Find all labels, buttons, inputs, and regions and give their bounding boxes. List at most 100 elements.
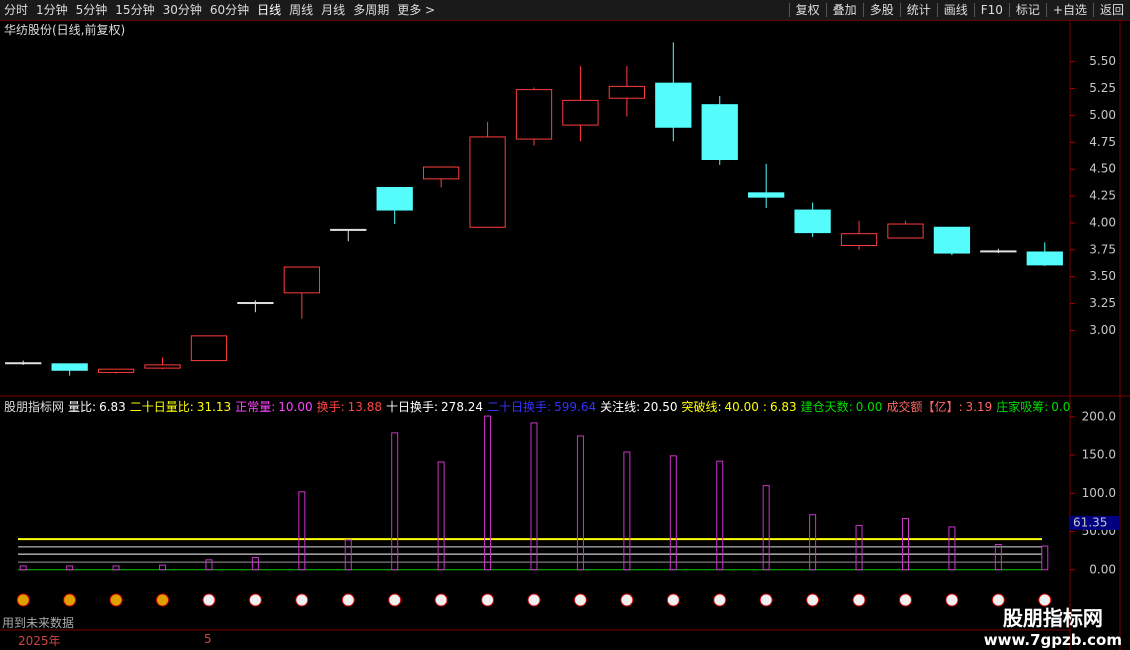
candle-body <box>330 228 367 231</box>
legend-label: 换手: <box>316 400 345 414</box>
turnover-bar <box>623 451 631 571</box>
legend-item: 正常量: 10.00 <box>235 400 312 414</box>
period-tab[interactable]: 更多 > <box>397 3 436 17</box>
turnover-bar <box>530 422 538 571</box>
toolbar-button[interactable]: 标记 <box>1008 3 1046 17</box>
candle-body <box>701 104 738 161</box>
candle-body <box>887 223 924 239</box>
period-tab[interactable]: 多周期 <box>353 3 390 17</box>
toolbar-button[interactable]: 统计 <box>899 3 937 17</box>
signal-icon <box>156 593 170 607</box>
candle-body <box>190 335 228 362</box>
turnover-bar <box>1041 545 1049 571</box>
legend-value: 6.83 <box>99 400 126 414</box>
candle-body <box>422 166 460 180</box>
toolbar-right: 复权 叠加 多股 统计 画线 F10 标记 +自选 返回 <box>788 0 1130 20</box>
signal-icon <box>852 593 866 607</box>
legend-value: 0.00 <box>855 400 883 414</box>
signal-icon <box>248 593 262 607</box>
toolbar-button[interactable]: 多股 <box>862 3 900 17</box>
signal-icon <box>666 593 680 607</box>
turnover-bar <box>205 559 213 571</box>
signal-icon <box>713 593 727 607</box>
candle-body <box>1026 251 1063 266</box>
period-tab[interactable]: 60分钟 <box>209 3 250 17</box>
signal-icon <box>388 593 402 607</box>
y-tick-label: 3.25 <box>1089 296 1116 310</box>
watermark-url: www.7gpzb.com <box>983 631 1122 649</box>
signal-icon <box>527 593 541 607</box>
period-tab[interactable]: 日线 <box>257 3 282 17</box>
month-label: 5 <box>204 632 212 646</box>
toolbar-button[interactable]: F10 <box>973 3 1009 17</box>
legend-label: 关注线: <box>600 400 641 414</box>
y-tick-label: 0.00 <box>1089 562 1116 576</box>
signal-icon <box>481 593 495 607</box>
signal-icon <box>202 593 216 607</box>
legend-value: 20.50 <box>643 400 678 414</box>
legend-item: :6.83 <box>763 400 797 414</box>
date-axis: 2025年 5 <box>0 632 1070 650</box>
signal-icon <box>573 593 587 607</box>
y-tick-label: 5.50 <box>1089 54 1116 68</box>
candle-body <box>980 250 1017 253</box>
turnover-bar <box>159 564 167 571</box>
signal-icon <box>341 593 355 607</box>
legend-value: 13.88 <box>347 400 382 414</box>
candle-body <box>562 99 599 126</box>
candle-body <box>933 226 971 254</box>
turnover-bar <box>298 491 306 571</box>
signal-icon <box>620 593 634 607</box>
footer-note: 用到未来数据 <box>2 616 75 630</box>
period-tab[interactable]: 5分钟 <box>75 3 108 17</box>
period-tab[interactable]: 分时 <box>4 3 29 17</box>
turnover-bar <box>66 565 74 571</box>
y-tick-label: 200.0 <box>1082 409 1116 423</box>
legend-label: 庄家吸筹: <box>996 400 1049 414</box>
signal-icon <box>295 593 309 607</box>
legend-item: 关注线: 20.50 <box>600 400 677 414</box>
y-tick-label: 100.0 <box>1082 486 1116 500</box>
cursor-box <box>1070 515 1120 530</box>
watermark-name: 股朋指标网 <box>1002 606 1103 630</box>
turnover-bar <box>19 565 27 571</box>
candle-body <box>51 363 88 371</box>
period-tab[interactable]: 月线 <box>321 3 346 17</box>
legend-item: 建仓天数: 0.00 <box>801 400 883 414</box>
turnover-bar <box>344 539 352 571</box>
y-tick-label: 150.0 <box>1082 448 1116 462</box>
toolbar: 复权 叠加 多股 统计 画线 F10 标记 +自选 返回 分时 1分钟 5分钟 15分钟 30分钟 60分钟… <box>0 0 1130 21</box>
turnover-bar <box>437 461 445 571</box>
toolbar-button[interactable]: 叠加 <box>825 3 863 17</box>
legend-item: 突破线: 40.00 <box>682 400 759 414</box>
toolbar-button[interactable]: +自选 <box>1045 3 1093 17</box>
legend-value: 31.13 <box>196 400 232 414</box>
legend-label: 十日换手: <box>386 400 439 414</box>
chart-title: 华纺股份(日线,前复权) <box>4 23 126 37</box>
candle-body <box>840 233 878 247</box>
legend-label: 建仓天数: <box>800 400 853 414</box>
turnover-bar <box>669 455 677 571</box>
candle-body <box>376 186 413 211</box>
period-tab[interactable]: 1分钟 <box>36 3 68 17</box>
y-tick-label: 3.50 <box>1089 269 1116 283</box>
legend-value: 278.24 <box>441 400 484 414</box>
toolbar-button[interactable]: 复权 <box>788 3 826 17</box>
year-label: 2025年 <box>18 634 61 648</box>
y-tick-label: 4.25 <box>1089 189 1116 203</box>
indicator-legend: 股朋指标网 量比: 6.83 二十日量比: 31.13 正常量: 10.00 换手: 13.88… <box>4 398 1070 415</box>
toolbar-button[interactable]: 返回 <box>1092 3 1130 17</box>
turnover-bar <box>576 435 584 571</box>
period-tab[interactable]: 周线 <box>289 3 314 17</box>
legend-item: 换手: 13.88 <box>317 400 382 414</box>
legend-label: 成交额【亿】: <box>886 400 963 414</box>
period-tab[interactable]: 15分钟 <box>115 3 155 17</box>
indicator-title: 股朋指标网 <box>4 400 65 414</box>
toolbar-button[interactable]: 画线 <box>936 3 974 17</box>
candle-body <box>237 302 274 305</box>
y-tick-label: 4.50 <box>1089 162 1116 176</box>
legend-value: 3.19 <box>965 400 993 414</box>
period-tab[interactable]: 30分钟 <box>162 3 202 17</box>
candle-body <box>469 136 506 228</box>
